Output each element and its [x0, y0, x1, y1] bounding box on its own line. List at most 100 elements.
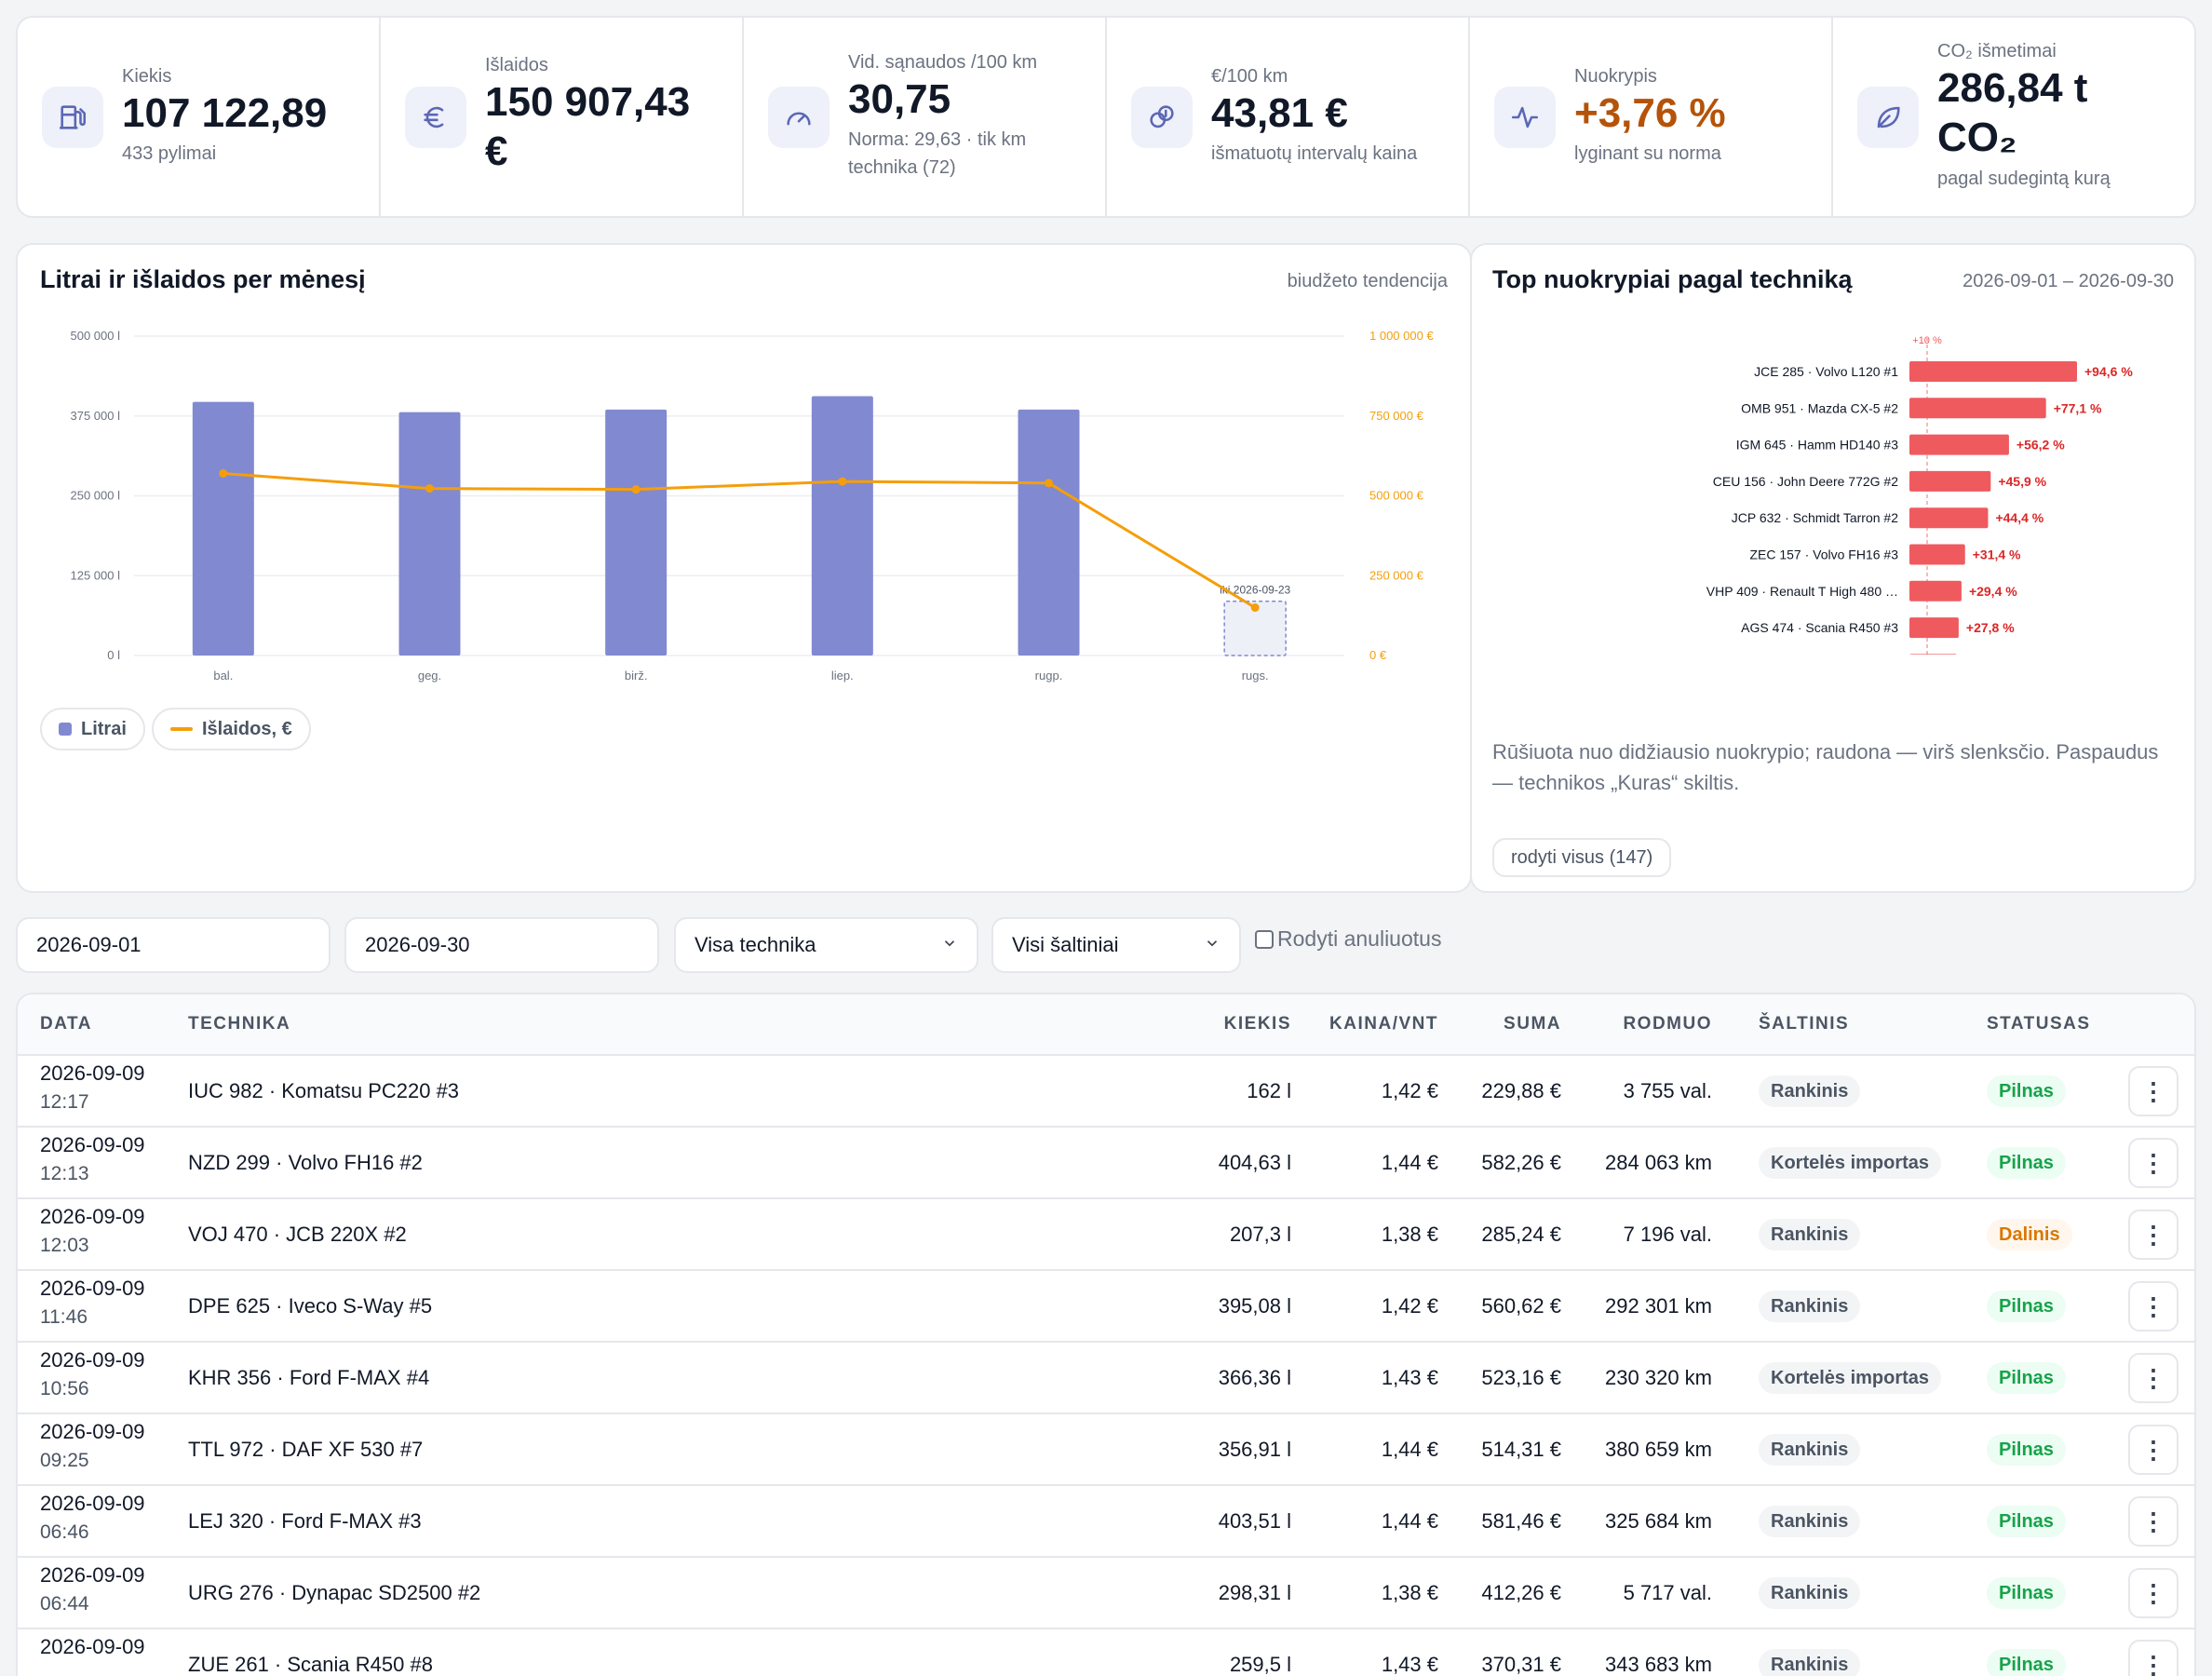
table-row[interactable]: 2026-09-09 12:17 IUC 982 · Komatsu PC220 #… — [18, 1056, 2194, 1128]
status-badge: Pilnas — [1987, 1362, 2066, 1394]
equipment-select-value: Visa technika — [695, 933, 816, 956]
deviation-bar[interactable] — [1909, 617, 1959, 639]
cell-unit-price: 1,38 € — [1381, 1223, 1438, 1246]
row-menu-button[interactable]: ⋮ — [2128, 1496, 2178, 1547]
deviation-bar[interactable] — [1909, 434, 2009, 455]
deviation-date-range: 2026-09-01 – 2026-09-30 — [1962, 271, 2174, 291]
row-menu-button[interactable]: ⋮ — [2128, 1568, 2178, 1618]
th-date[interactable]: DATA — [40, 1014, 92, 1034]
deviation-bar[interactable] — [1909, 470, 1991, 492]
row-menu-button[interactable]: ⋮ — [2128, 1281, 2178, 1331]
table-row[interactable]: 2026-09-09 12:03 VOJ 470 · JCB 220X #2 207,… — [18, 1199, 2194, 1271]
source-select[interactable]: Visi šaltiniai — [991, 917, 1241, 973]
cell-equipment[interactable]: URG 276 · Dynapac SD2500 #2 — [188, 1581, 481, 1604]
costs-point — [219, 468, 228, 478]
y-left-tick-label: 375 000 l — [71, 409, 121, 423]
threshold-label: +10 % — [1912, 335, 1942, 346]
leaf-icon — [1857, 86, 1919, 148]
table-row[interactable]: 2026-09-09 09:25 TTL 972 · DAF XF 530 #7 35… — [18, 1414, 2194, 1486]
cell-qty: 162 l — [1247, 1079, 1291, 1102]
row-menu-button[interactable]: ⋮ — [2128, 1138, 2178, 1188]
table-row[interactable]: 2026-09-09 06:44 URG 276 · Dynapac SD2500 … — [18, 1558, 2194, 1629]
kpi-cost-per-100km: €/100 km 43,81 € išmatuotų intervalų kaina — [1107, 18, 1470, 216]
date-to-input[interactable]: 2026-09-30 — [344, 917, 659, 973]
cell-equipment[interactable]: TTL 972 · DAF XF 530 #7 — [188, 1438, 424, 1461]
deviation-bar[interactable] — [1909, 507, 1989, 529]
bar-liters — [605, 409, 668, 656]
row-menu-button[interactable]: ⋮ — [2128, 1210, 2178, 1260]
legend-costs[interactable]: Išlaidos, € — [152, 708, 311, 750]
row-menu-button[interactable]: ⋮ — [2128, 1425, 2178, 1475]
legend-liters[interactable]: Litrai — [40, 708, 145, 750]
cell-date: 2026-09-09 — [40, 1492, 145, 1515]
source-badge: Rankinis — [1759, 1291, 1861, 1322]
x-tick-label: rugp. — [1035, 669, 1063, 683]
cell-qty: 404,63 l — [1218, 1151, 1291, 1174]
deviation-equipment-label: CEU 156 · John Deere 772G #2 — [1713, 474, 1898, 489]
th-sum[interactable]: SUMA — [1504, 1014, 1561, 1034]
table-row[interactable]: 2026-09-09 10:56 KHR 356 · Ford F-MAX #4 36… — [18, 1343, 2194, 1414]
x-tick-label: geg. — [418, 669, 441, 683]
table-row[interactable]: 2026-09-09 06:46 LEJ 320 · Ford F-MAX #3 40… — [18, 1486, 2194, 1558]
y-left-tick-label: 125 000 l — [71, 568, 121, 582]
row-menu-button[interactable]: ⋮ — [2128, 1066, 2178, 1116]
th-unit-price[interactable]: KAINA/VNT — [1329, 1014, 1438, 1034]
legend-label: Litrai — [81, 718, 127, 739]
costs-line-icon — [170, 727, 193, 731]
liters-swatch-icon — [59, 723, 72, 736]
cell-equipment[interactable]: IUC 982 · Komatsu PC220 #3 — [188, 1079, 460, 1102]
source-select-value: Visi šaltiniai — [1012, 933, 1119, 956]
deviation-bar[interactable] — [1909, 544, 1965, 565]
cell-unit-price: 1,44 € — [1381, 1509, 1438, 1533]
kpi-sub: lyginant su norma — [1574, 143, 1721, 165]
status-badge: Pilnas — [1987, 1075, 2066, 1107]
x-tick-label: birž. — [625, 669, 648, 683]
show-all-button[interactable]: rodyti visus (147) — [1492, 838, 1672, 877]
cell-sum: 581,46 € — [1481, 1509, 1561, 1533]
table-row[interactable]: 2026-09-09 ZUE 261 · Scania R450 #8 259,5 … — [18, 1629, 2194, 1676]
equipment-select[interactable]: Visa technika — [674, 917, 978, 973]
table-row[interactable]: 2026-09-09 12:13 NZD 299 · Volvo FH16 #2 40… — [18, 1128, 2194, 1199]
deviation-bar[interactable] — [1909, 361, 2077, 382]
th-qty[interactable]: KIEKIS — [1223, 1014, 1291, 1034]
show-cancelled-label: Rodyti anuliuotus — [1277, 926, 1442, 951]
table-row[interactable]: 2026-09-09 11:46 DPE 625 · Iveco S-Way #5 3… — [18, 1271, 2194, 1343]
deviation-note: Rūšiuota nuo didžiausio nuokrypio; raudo… — [1492, 740, 2159, 794]
deviation-bar[interactable] — [1909, 580, 1962, 601]
bar-liters — [192, 401, 254, 656]
cell-unit-price: 1,43 € — [1381, 1653, 1438, 1676]
row-menu-button[interactable]: ⋮ — [2128, 1640, 2178, 1676]
cell-equipment[interactable]: ZUE 261 · Scania R450 #8 — [188, 1653, 433, 1676]
cell-equipment[interactable]: KHR 356 · Ford F-MAX #4 — [188, 1366, 430, 1389]
cell-sum: 285,24 € — [1481, 1223, 1561, 1246]
status-badge: Pilnas — [1987, 1434, 2066, 1466]
show-cancelled-toggle[interactable]: Rodyti anuliuotus — [1255, 926, 1441, 952]
cell-equipment[interactable]: VOJ 470 · JCB 220X #2 — [188, 1223, 407, 1246]
deviation-bar[interactable] — [1909, 398, 2046, 419]
costs-point — [1250, 603, 1260, 613]
y-right-tick-label: 0 € — [1369, 648, 1387, 662]
th-source[interactable]: ŠALTINIS — [1759, 1014, 1850, 1034]
chevron-down-icon — [1204, 933, 1221, 957]
cell-equipment[interactable]: NZD 299 · Volvo FH16 #2 — [188, 1151, 423, 1174]
deviation-value-label: +29,4 % — [1969, 584, 2017, 599]
kpi-label: CO₂ išmetimai — [1937, 41, 2057, 62]
x-tick-label: liep. — [831, 669, 854, 683]
deviation-value-label: +45,9 % — [1998, 474, 2046, 489]
show-cancelled-checkbox[interactable] — [1255, 929, 1274, 949]
cell-equipment[interactable]: DPE 625 · Iveco S-Way #5 — [188, 1294, 433, 1318]
cell-unit-price: 1,43 € — [1381, 1366, 1438, 1389]
th-reading[interactable]: RODMUO — [1623, 1014, 1712, 1034]
kpi-label: Nuokrypis — [1574, 65, 1657, 87]
th-status[interactable]: STATUSAS — [1987, 1014, 2091, 1034]
deviation-bar[interactable] — [1909, 654, 1957, 655]
cell-time: 12:03 — [40, 1235, 89, 1256]
date-from-input[interactable]: 2026-09-01 — [16, 917, 330, 973]
th-equipment[interactable]: TECHNIKA — [188, 1014, 291, 1034]
cell-equipment[interactable]: LEJ 320 · Ford F-MAX #3 — [188, 1509, 422, 1533]
status-badge: Pilnas — [1987, 1649, 2066, 1676]
more-vertical-icon: ⋮ — [2141, 1650, 2165, 1676]
status-badge: Pilnas — [1987, 1577, 2066, 1609]
cell-unit-price: 1,42 € — [1381, 1294, 1438, 1318]
row-menu-button[interactable]: ⋮ — [2128, 1353, 2178, 1403]
